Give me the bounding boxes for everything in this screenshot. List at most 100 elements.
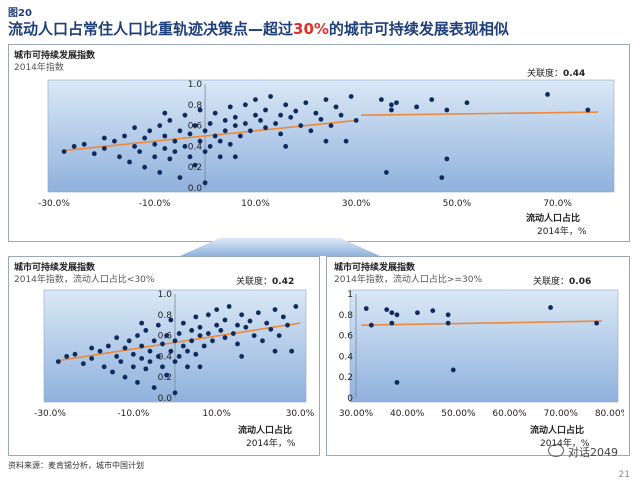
data-point [71,144,77,149]
data-point [164,372,170,378]
figure-label: 图20 [8,8,32,19]
data-point [333,104,339,110]
x-tick-label: 10.0% [202,409,231,419]
data-point [162,110,168,116]
data-point [189,328,195,333]
data-point [118,359,124,364]
data-point [258,118,263,123]
data-point [232,154,238,160]
data-point [450,367,456,373]
data-point [180,320,186,326]
data-point [139,320,145,326]
data-point [97,348,103,354]
data-point [168,348,174,354]
data-point [430,308,436,314]
bottom-left-correlation-label: 关联度： [236,277,273,287]
data-point [172,359,178,364]
bottom-right-chart-title: 城市可持续发展指数 [334,263,416,273]
data-point [227,104,233,110]
data-point [89,356,95,361]
data-point [230,331,236,336]
data-point [61,149,67,154]
page-number: 21 [618,470,630,480]
bottom-right-correlation-value: 0.06 [569,277,592,287]
data-point [464,100,470,106]
data-point [202,128,208,134]
data-point [122,345,128,351]
top-chart-subtitle: 2014年指数 [14,63,64,73]
data-point [394,100,399,106]
data-point [227,141,233,147]
data-point [142,135,148,141]
bottom-right-x-axis-unit: 2014年，% [540,439,590,449]
data-point [384,307,390,312]
data-point [585,107,591,113]
data-point [343,138,349,144]
data-point [185,348,190,354]
data-point [112,138,117,144]
data-point [139,343,145,349]
data-point [272,307,278,312]
data-point [288,114,294,120]
data-point [338,112,344,118]
brand-name: 对话2049 [568,446,618,459]
data-point [192,123,198,128]
data-point [260,338,265,344]
bottom-left-correlation: 关联度：0.42 [236,274,294,287]
data-point [185,364,190,370]
data-point [168,317,174,323]
y-tick-label: 1.0 [158,290,173,300]
data-point [189,338,195,344]
data-point [394,312,400,318]
data-point [222,128,228,134]
data-point [348,94,354,99]
data-point [214,322,220,328]
y-tick-label: 0.0 [158,394,173,404]
data-point [160,341,165,347]
data-point [152,154,158,160]
y-tick-label: 0.8 [188,101,203,111]
data-point [101,135,107,141]
data-point [205,331,211,336]
data-point [248,128,253,134]
data-point [255,310,261,316]
data-point [278,112,284,118]
top-scatter-chart: 0.00.20.40.60.81.0-30.0%-10.0%10.0%30.0%… [38,79,615,209]
data-point [187,131,193,137]
data-point [64,354,70,359]
data-point [247,318,253,324]
data-point [226,304,232,309]
data-point [126,338,132,344]
data-point [105,343,111,349]
data-point [197,138,203,144]
data-point [232,114,238,120]
data-point [91,151,97,157]
data-point [101,364,107,370]
data-point [205,312,211,318]
data-point [235,341,240,347]
data-point [207,144,213,149]
data-point [139,356,145,361]
x-tick-label: 60.00% [492,409,527,419]
data-point [253,97,258,102]
data-point [202,149,208,154]
data-point [272,348,278,354]
data-point [232,123,238,128]
data-point [130,364,136,370]
data-point [212,133,218,139]
data-point [132,125,137,131]
data-point [283,102,289,108]
data-point [239,354,245,359]
bottom-left-x-axis-label: 流动人口占比 [238,426,293,436]
x-tick-label: 70.00% [544,409,579,419]
data-point [155,354,161,359]
data-point [197,107,203,113]
data-point [176,354,182,359]
data-point [289,348,295,354]
data-point [172,138,178,144]
data-point [176,331,182,336]
data-point [81,141,87,147]
data-point [239,312,245,318]
y-tick-label: 0.4 [188,142,203,152]
x-tick-label: 10.0% [241,199,270,209]
